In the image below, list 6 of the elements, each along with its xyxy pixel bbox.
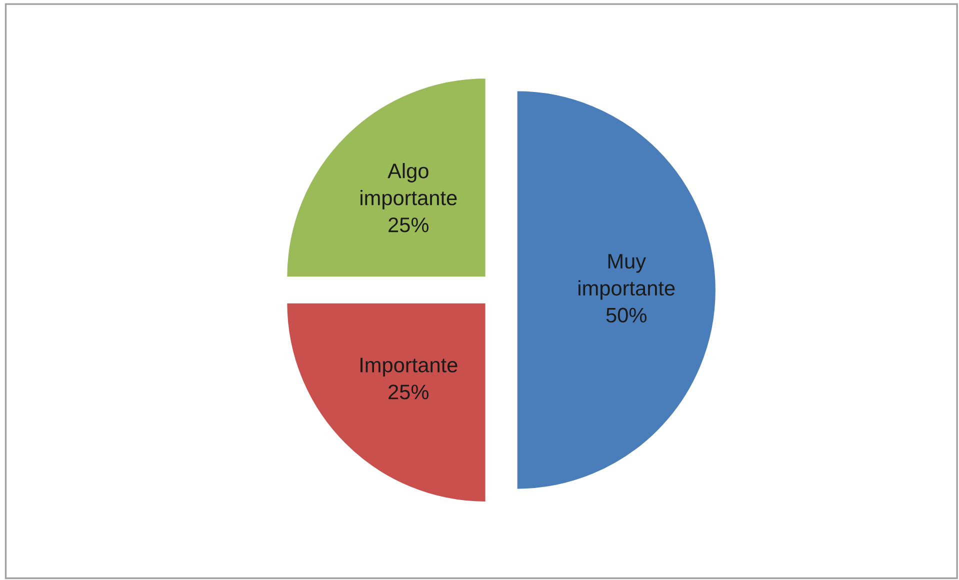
slice-label: Importante	[360, 358, 458, 377]
data-label: 25%	[388, 384, 428, 400]
slice-label: Algo importante	[360, 163, 457, 210]
slice-label: Muy importante	[578, 254, 675, 300]
data-label: 50%	[606, 308, 646, 323]
data-label: 25%	[388, 218, 428, 232]
